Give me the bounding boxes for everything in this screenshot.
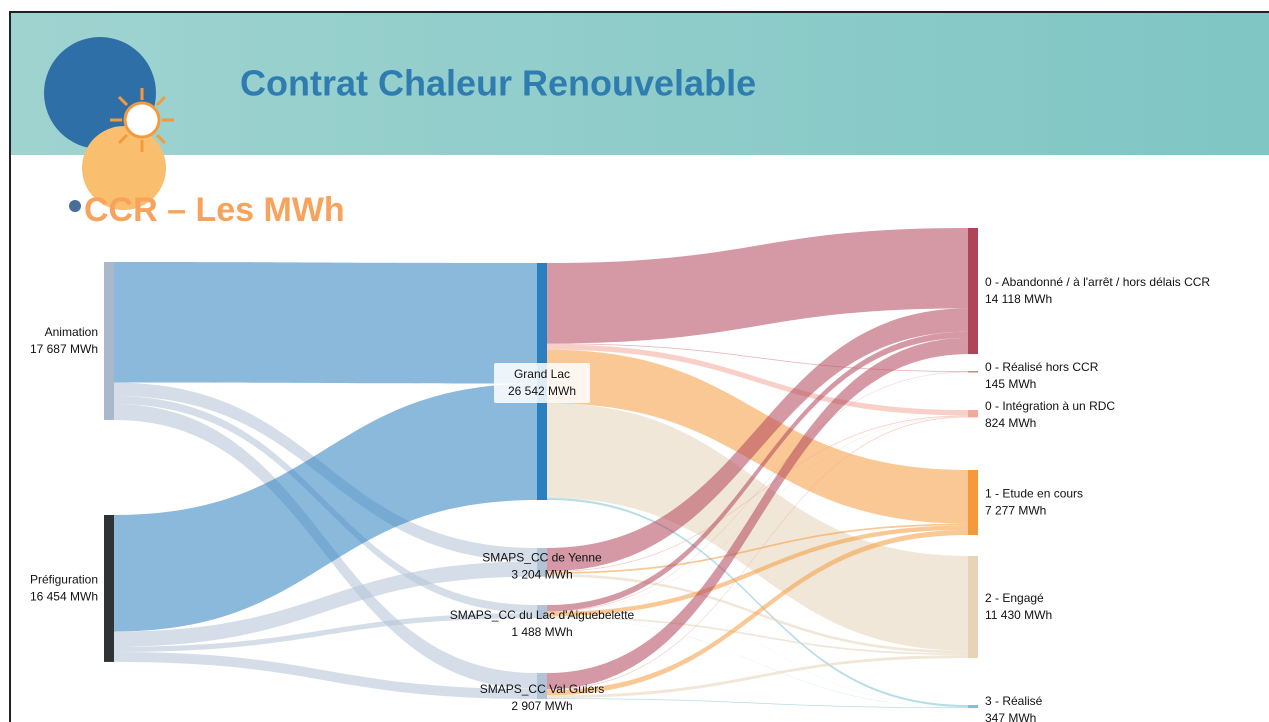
logo-circle	[82, 126, 166, 210]
node-value: 1 488 MWh	[511, 625, 572, 639]
link	[547, 497, 968, 708]
link	[547, 343, 968, 372]
link	[547, 337, 968, 690]
node	[968, 470, 978, 535]
node-value: 16 454 MWh	[30, 590, 98, 604]
link	[114, 561, 537, 647]
link	[547, 523, 968, 574]
node-name: SMAPS_CC de Yenne	[482, 550, 602, 564]
node-value: 3 204 MWh	[511, 567, 572, 581]
node	[968, 556, 978, 659]
subtitle: CCR – Les MWh	[84, 191, 345, 229]
node	[104, 515, 114, 662]
node-value: 347 MWh	[985, 711, 1036, 722]
node	[537, 673, 547, 699]
link	[547, 228, 968, 344]
link	[547, 415, 968, 573]
link	[547, 371, 968, 612]
link	[114, 383, 537, 632]
node-value: 17 687 MWh	[30, 342, 98, 356]
link	[114, 651, 537, 699]
node-value: 2 907 MWh	[511, 699, 572, 713]
link	[547, 616, 968, 656]
node	[968, 371, 978, 373]
node-name: SMAPS_CC du Lac d'Aiguebelette	[450, 608, 635, 622]
link	[547, 331, 968, 612]
link	[547, 655, 968, 699]
link	[547, 529, 968, 696]
link	[547, 698, 968, 709]
node	[537, 548, 547, 577]
node-name: 0 - Réalisé hors CCR	[985, 360, 1099, 374]
node-name: 0 - Abandonné / à l'arrêt / hors délais …	[985, 275, 1210, 289]
node	[537, 605, 547, 619]
link	[547, 525, 968, 617]
node-name: 0 - Intégration à un RDC	[985, 399, 1115, 413]
node-name: SMAPS_CC Val Guiers	[480, 682, 604, 696]
node-name: Préfiguration	[30, 573, 98, 587]
node-value: 7 277 MWh	[985, 504, 1046, 518]
header-band	[10, 12, 1269, 155]
node-name: Animation	[45, 325, 98, 339]
node-value: 824 MWh	[985, 416, 1036, 430]
node	[104, 262, 114, 420]
title: Contrat Chaleur Renouvelable	[240, 63, 756, 104]
node-name: 1 - Etude en cours	[985, 487, 1083, 501]
node	[968, 705, 978, 709]
link	[547, 403, 968, 651]
link	[114, 613, 537, 652]
label-box	[494, 363, 590, 403]
node-value: 145 MWh	[985, 377, 1036, 391]
link	[547, 416, 968, 691]
nodes: Animation 17 687 MWh Préfiguration 16 454 M…	[30, 228, 1210, 722]
links	[114, 228, 968, 709]
node-value: 26 542 MWh	[508, 384, 576, 398]
sun-icon	[110, 88, 174, 152]
link	[547, 344, 968, 416]
node-name: 2 - Engagé	[985, 591, 1044, 605]
node	[968, 410, 978, 418]
node-value: 11 430 MWh	[985, 608, 1052, 622]
link	[114, 262, 537, 384]
node-value: 14 118 MWh	[985, 292, 1052, 306]
link	[547, 576, 968, 708]
link	[547, 618, 968, 708]
slide-border	[9, 11, 1269, 722]
node-name: 3 - Réalisé	[985, 694, 1043, 708]
bullet	[69, 200, 81, 212]
link	[547, 308, 968, 572]
node	[968, 228, 978, 355]
node-name: Grand Lac	[514, 367, 570, 381]
